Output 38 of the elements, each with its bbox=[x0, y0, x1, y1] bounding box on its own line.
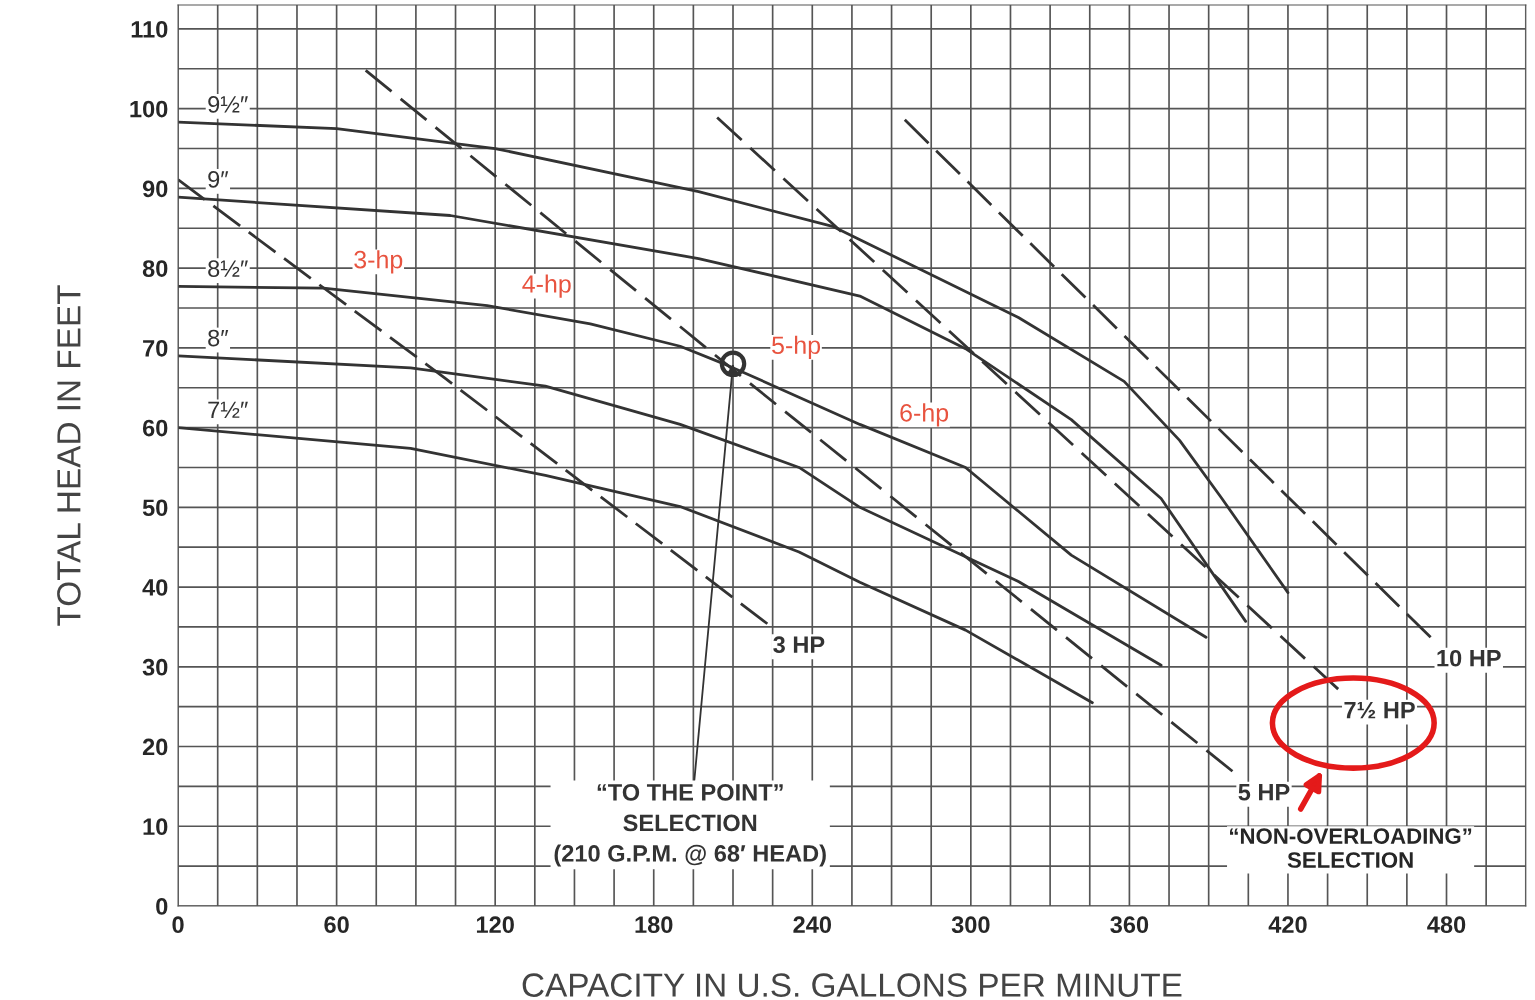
x-tick-label: 420 bbox=[1268, 916, 1307, 934]
series-label: 8″ bbox=[208, 329, 229, 347]
series-label: 5 HP bbox=[1238, 784, 1290, 801]
y-tick-label: 90 bbox=[142, 180, 168, 198]
x-tick-label: 180 bbox=[635, 916, 673, 934]
y-axis-title: TOTAL HEAD IN FEET bbox=[57, 285, 81, 626]
x-tick-label: 480 bbox=[1427, 916, 1466, 934]
series-label: 7½ HP bbox=[1344, 701, 1415, 719]
series-label: 9½″ bbox=[208, 96, 248, 113]
y-tick-label: 40 bbox=[142, 579, 168, 596]
x-tick-label: 120 bbox=[476, 916, 514, 934]
y-tick-label: 110 bbox=[131, 20, 168, 38]
annotation: 4-hp bbox=[522, 274, 571, 298]
series-label: 9″ bbox=[208, 170, 229, 188]
x-axis-title: CAPACITY IN U.S. GALLONS PER MINUTE bbox=[522, 973, 1182, 997]
series-label: 7½″ bbox=[208, 401, 248, 418]
annotation: 3-hp bbox=[354, 250, 403, 274]
x-tick-label: 0 bbox=[172, 916, 184, 934]
y-tick-label: 20 bbox=[142, 738, 168, 756]
y-tick-label: 10 bbox=[143, 818, 168, 836]
x-tick-label: 60 bbox=[324, 916, 349, 934]
y-tick-label: 100 bbox=[130, 100, 168, 118]
y-tick-label: 50 bbox=[142, 499, 168, 517]
x-tick-label: 240 bbox=[793, 916, 832, 934]
annotation: “TO THE POINT” SELECTION (210 G.P.M. @ 68′ HEAD) bbox=[554, 783, 826, 867]
series-label: 10 HP bbox=[1437, 649, 1501, 667]
series-label: 8½″ bbox=[208, 260, 248, 278]
y-tick-label: 30 bbox=[142, 658, 168, 676]
annotation: 5-hp bbox=[772, 335, 821, 360]
annotation: 6-hp bbox=[900, 403, 949, 427]
y-tick-label: 0 bbox=[156, 898, 168, 915]
series-label: 3 HP bbox=[773, 636, 825, 654]
y-tick-label: 80 bbox=[142, 260, 168, 277]
x-tick-label: 300 bbox=[951, 916, 990, 934]
y-tick-label: 60 bbox=[142, 419, 168, 437]
annotation: “NON-OVERLOADING” SELECTION bbox=[1230, 828, 1472, 868]
x-tick-label: 360 bbox=[1110, 916, 1149, 934]
y-tick-label: 70 bbox=[143, 339, 168, 357]
